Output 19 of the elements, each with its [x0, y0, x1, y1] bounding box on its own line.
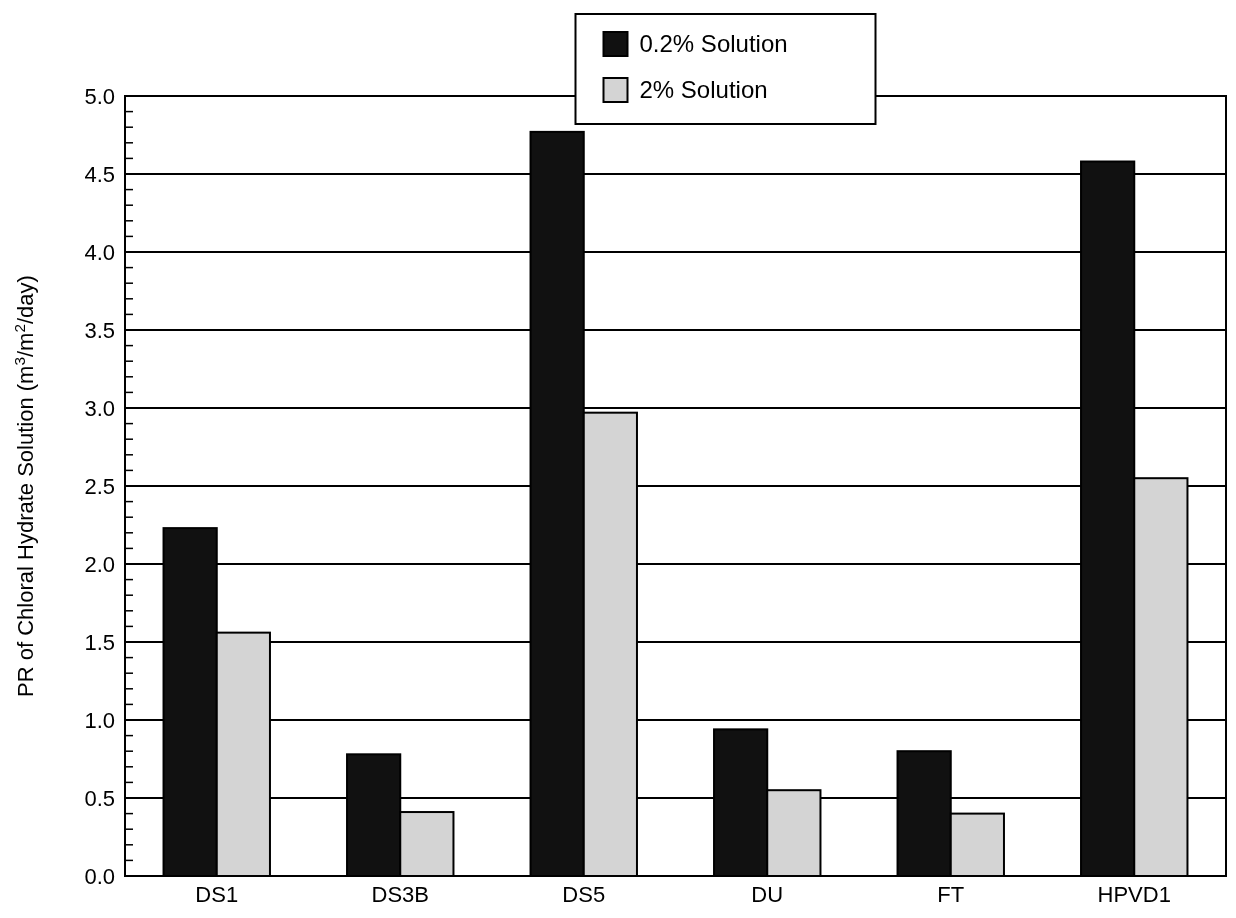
legend-label: 0.2% Solution	[639, 30, 788, 58]
y-tick-label: 1.0	[84, 707, 115, 733]
y-tick-label: 3.0	[84, 395, 115, 421]
y-tick-label: 3.5	[84, 317, 115, 343]
legend-label: 2% Solution	[639, 76, 768, 104]
y-tick-label: 5.0	[84, 83, 115, 109]
y-tick-label: 4.5	[84, 161, 115, 187]
y-tick-label: 0.5	[84, 785, 115, 811]
y-tick-label: 0.0	[84, 863, 115, 889]
x-tick-label: DS1	[195, 882, 239, 907]
x-tick-label: FT	[937, 882, 965, 907]
x-tick-label: DS5	[562, 882, 606, 907]
x-tick-label: DS3B	[371, 882, 429, 907]
x-tick-label: HPVD1	[1097, 882, 1171, 907]
y-tick-label: 2.5	[84, 473, 115, 499]
y-tick-label: 2.0	[84, 551, 115, 577]
y-tick-label: 1.5	[84, 629, 115, 655]
y-tick-label: 4.0	[84, 239, 115, 265]
x-tick-label: DU	[751, 882, 784, 907]
